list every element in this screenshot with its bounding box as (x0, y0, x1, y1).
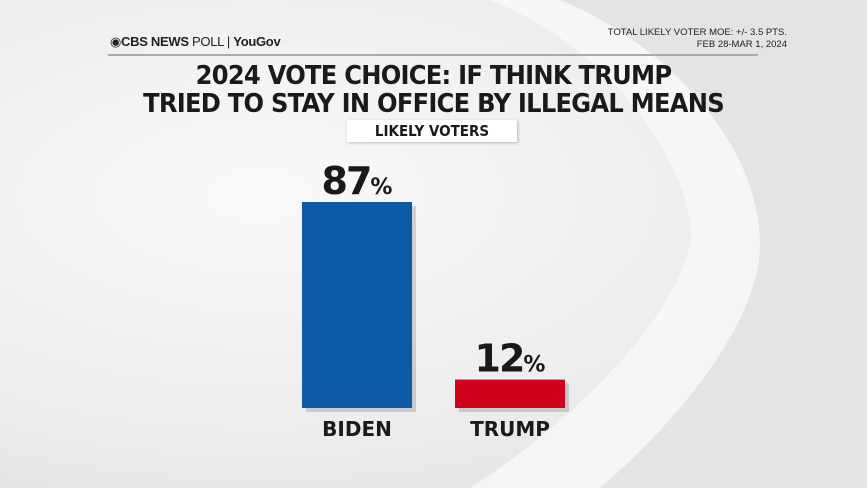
category-label: TRUMP (470, 417, 550, 441)
header-divider (108, 54, 758, 56)
chart-title: 2024 VOTE CHOICE: IF THINK TRUMP TRIED T… (143, 61, 725, 119)
chart-subtitle: LIKELY VOTERS (347, 120, 517, 142)
bar-trump (455, 379, 565, 408)
margin-of-error: TOTAL LIKELY VOTER MOE: +/- 3.5 PTS. (607, 27, 787, 38)
data-label: 87% (322, 159, 393, 203)
category-label: BIDEN (322, 417, 392, 441)
cbs-news-poll-logo: ◉CBS NEWS POLL | YouGov (110, 34, 281, 49)
data-label: 12% (475, 337, 546, 381)
bar-biden (302, 202, 412, 408)
poll-meta: TOTAL LIKELY VOTER MOE: +/- 3.5 PTS. FEB… (608, 27, 787, 51)
poll-dates: FEB 28-MAR 1, 2024 (696, 39, 787, 50)
